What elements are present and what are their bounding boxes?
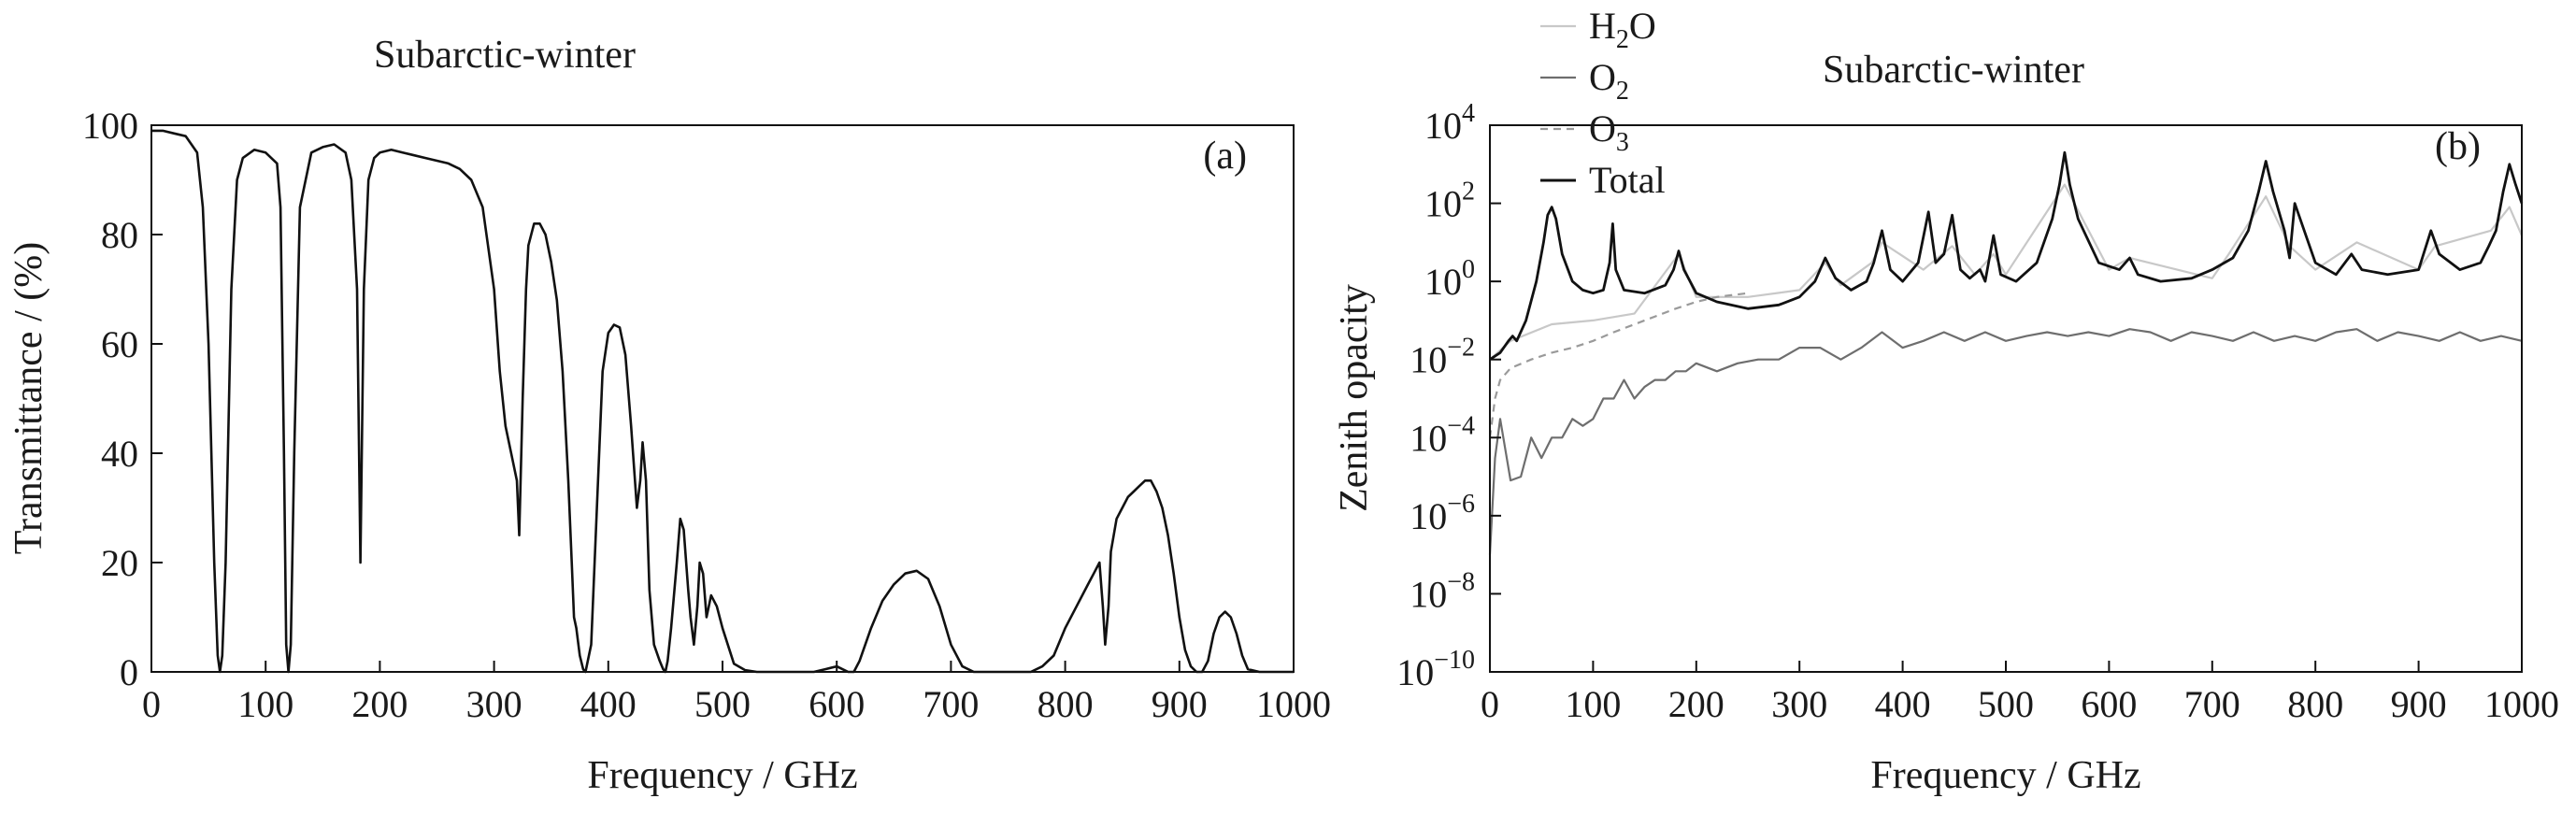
x-tick-label: 1000: [2484, 683, 2559, 725]
x-tick-label: 100: [1565, 683, 1621, 725]
y-axis-title-b: Zenith opacity: [1333, 284, 1376, 512]
x-axis-title-a: Frequency / GHz: [587, 754, 857, 797]
x-tick-label: 300: [1771, 683, 1827, 725]
y-tick-label: 20: [101, 542, 138, 584]
y-tick-label: 104: [1424, 99, 1475, 147]
plot-frame-a: [150, 124, 1295, 673]
y-tick-labels-b: 10−10 10−8 10−6 10−4 10−2 100 102 104: [1396, 99, 1475, 693]
plot-frame-b: [1489, 124, 2523, 673]
y-tick-label: 10−8: [1410, 567, 1475, 615]
x-tick-label: 200: [1668, 683, 1724, 725]
series-line-o3: [1488, 292, 1749, 438]
chart-title-b: Subarctic-winter: [1823, 49, 2084, 92]
y-tick-labels-a: 0 20 40 60 80 100: [82, 105, 138, 693]
x-axis-title-b: Frequency / GHz: [1870, 754, 2140, 797]
y-tick-label: 100: [82, 105, 138, 147]
series-line-total: [1489, 150, 2524, 361]
x-tick-label: 400: [1875, 683, 1931, 725]
x-tick-label: 900: [1152, 683, 1208, 725]
y-tick-label: 40: [101, 433, 138, 475]
y-tick-label: 10−10: [1396, 646, 1475, 693]
y-tick-label: 10−6: [1410, 490, 1475, 537]
y-tick-label: 60: [101, 323, 138, 365]
x-tick-label: 300: [466, 683, 522, 725]
x-tick-label: 0: [1481, 683, 1499, 725]
chart-title-a: Subarctic-winter: [374, 34, 636, 77]
x-tick-label: 800: [1038, 683, 1094, 725]
series-line-o2: [1488, 328, 2523, 555]
x-tick-label: 400: [580, 683, 637, 725]
transmittance-chart: Subarctic-winter 0 100 200 300 400 500 600 700 8…: [7, 34, 1331, 797]
x-tick-label: 800: [2287, 683, 2343, 725]
x-tick-label: 600: [2081, 683, 2137, 725]
axis-ticks-a: [150, 124, 1295, 673]
zenith-opacity-chart: Subarctic-winter 0 100 200 300 400 500 600 700 8…: [1333, 5, 2559, 797]
x-tick-label: 500: [694, 683, 751, 725]
transmittance-line: [151, 129, 1294, 674]
legend-label-o2: O2: [1589, 56, 1629, 106]
x-tick-label: 1000: [1256, 683, 1331, 725]
x-tick-labels-a: 0 100 200 300 400 500 600 700 800 900 1000: [142, 683, 1331, 725]
transmittance-series: [151, 129, 1294, 674]
y-axis-title-a: Transmittance / (%): [7, 242, 50, 554]
opacity-series-group: [1488, 150, 2524, 555]
y-tick-label: 80: [101, 214, 138, 256]
x-tick-label: 500: [1978, 683, 2034, 725]
x-tick-label: 200: [351, 683, 408, 725]
x-tick-labels-b: 0 100 200 300 400 500 600 700 800 900 1000: [1481, 683, 2559, 725]
legend-label-o3: O3: [1589, 107, 1629, 157]
x-tick-label: 600: [809, 683, 865, 725]
y-tick-label: 0: [120, 651, 138, 693]
x-tick-label: 0: [142, 683, 161, 725]
y-tick-label: 100: [1424, 255, 1475, 303]
y-tick-label: 10−4: [1410, 411, 1475, 459]
x-tick-label: 700: [2184, 683, 2240, 725]
y-tick-label: 102: [1424, 178, 1475, 225]
legend-label-h2o: H2O: [1589, 5, 1656, 54]
legend-label-total: Total: [1589, 159, 1666, 201]
y-tick-label: 10−2: [1410, 334, 1475, 381]
axis-ticks-b: [1489, 124, 2523, 673]
x-tick-label: 100: [237, 683, 293, 725]
x-tick-label: 900: [2391, 683, 2447, 725]
panel-label-b: (b): [2435, 125, 2481, 168]
panel-label-a: (a): [1203, 135, 1247, 178]
series-line-h2o: [1489, 183, 2524, 361]
x-tick-label: 700: [923, 683, 979, 725]
